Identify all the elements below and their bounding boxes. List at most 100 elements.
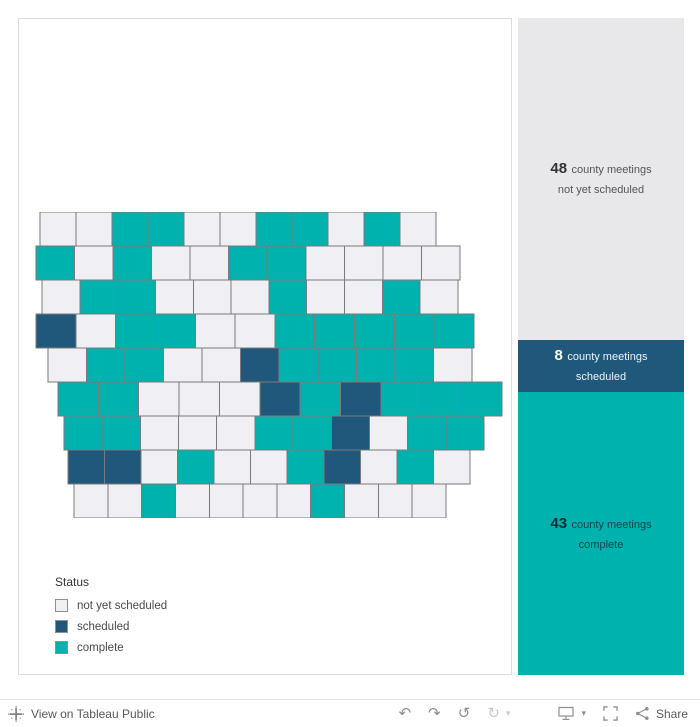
county-cell[interactable] — [79, 279, 119, 315]
county-cell[interactable] — [340, 381, 382, 417]
county-cell[interactable] — [344, 483, 379, 518]
county-cell[interactable] — [259, 381, 301, 417]
county-cell[interactable] — [124, 347, 165, 383]
tableau-logo-icon[interactable] — [8, 705, 24, 722]
county-cell[interactable] — [101, 415, 141, 451]
legend-item-not-yet-scheduled[interactable]: not yet scheduled — [55, 599, 167, 612]
county-cell[interactable] — [75, 212, 113, 247]
county-cell[interactable] — [433, 449, 471, 485]
county-cell[interactable] — [407, 415, 447, 451]
county-cell[interactable] — [274, 313, 316, 349]
legend-item-complete[interactable]: complete — [55, 641, 167, 654]
county-cell[interactable] — [330, 415, 370, 451]
county-cell[interactable] — [140, 449, 179, 485]
county-cell[interactable] — [354, 313, 395, 349]
county-cell[interactable] — [177, 449, 215, 485]
county-cell[interactable] — [219, 212, 257, 247]
county-cell[interactable] — [41, 279, 81, 315]
county-cell[interactable] — [216, 415, 256, 451]
county-cell[interactable] — [266, 245, 307, 281]
county-cell[interactable] — [67, 449, 105, 485]
county-cell[interactable] — [420, 381, 463, 417]
county-cell[interactable] — [219, 381, 261, 417]
county-cell[interactable] — [111, 212, 149, 247]
county-cell[interactable] — [138, 381, 180, 417]
county-cell[interactable] — [234, 313, 276, 349]
county-cell[interactable] — [355, 347, 396, 383]
legend-item-scheduled[interactable]: scheduled — [55, 620, 167, 633]
county-cell[interactable] — [344, 279, 383, 315]
county-cell[interactable] — [194, 313, 236, 349]
undo-icon[interactable]: ↶ — [398, 705, 412, 722]
county-cell[interactable] — [117, 279, 156, 315]
share-button[interactable]: Share — [635, 706, 688, 721]
chevron-down-icon[interactable]: ▾ — [505, 708, 511, 718]
county-cell[interactable] — [75, 313, 117, 349]
panel-complete[interactable]: 43 county meetings complete — [518, 392, 684, 675]
county-cell[interactable] — [291, 212, 329, 247]
county-cell[interactable] — [183, 212, 221, 247]
county-cell[interactable] — [74, 245, 114, 281]
county-cell[interactable] — [151, 245, 191, 281]
download-icon[interactable] — [558, 706, 575, 721]
county-cell[interactable] — [461, 381, 503, 417]
county-cell[interactable] — [255, 212, 293, 247]
county-cell[interactable] — [189, 245, 230, 281]
county-cell[interactable] — [175, 483, 210, 518]
county-cell[interactable] — [39, 212, 77, 247]
redo-icon[interactable]: ↷ — [428, 705, 441, 722]
county-cell[interactable] — [363, 212, 401, 247]
county-cell[interactable] — [399, 212, 437, 247]
county-cell[interactable] — [57, 381, 99, 417]
county-cell[interactable] — [155, 279, 194, 315]
refresh-icon[interactable]: ↻ — [487, 705, 500, 722]
county-cell[interactable] — [382, 245, 422, 281]
county-cell[interactable] — [317, 347, 357, 383]
county-cell[interactable] — [380, 381, 422, 417]
county-cell[interactable] — [35, 313, 77, 349]
view-on-tableau-link[interactable]: View on Tableau Public — [31, 706, 155, 721]
county-cell[interactable] — [327, 212, 365, 247]
county-cell[interactable] — [192, 279, 232, 315]
county-cell[interactable] — [242, 483, 278, 518]
county-cell[interactable] — [86, 347, 126, 383]
county-cell[interactable] — [228, 245, 268, 281]
county-cell[interactable] — [292, 415, 332, 451]
panel-not-yet-scheduled[interactable]: 48 county meetings not yet scheduled — [518, 18, 684, 340]
county-cell[interactable] — [369, 415, 409, 451]
county-cell[interactable] — [393, 313, 435, 349]
county-cell[interactable] — [73, 483, 109, 518]
county-cell[interactable] — [250, 449, 288, 485]
county-cell[interactable] — [419, 279, 459, 315]
county-cell[interactable] — [47, 347, 87, 383]
county-cell[interactable] — [115, 313, 156, 349]
county-cell[interactable] — [163, 347, 203, 383]
county-cell[interactable] — [35, 245, 75, 281]
county-cell[interactable] — [299, 381, 342, 417]
county-cell[interactable] — [97, 381, 140, 417]
county-cell[interactable] — [178, 415, 218, 451]
county-cell[interactable] — [254, 415, 294, 451]
county-cell[interactable] — [433, 313, 475, 349]
county-cell[interactable] — [139, 415, 180, 451]
county-cell[interactable] — [381, 279, 421, 315]
county-cell[interactable] — [240, 347, 280, 383]
panel-scheduled[interactable]: 8 county meetings scheduled — [518, 340, 684, 392]
county-cell[interactable] — [377, 483, 413, 518]
county-cell[interactable] — [63, 415, 103, 451]
county-cell[interactable] — [323, 449, 361, 485]
county-cell[interactable] — [359, 449, 398, 485]
county-cell[interactable] — [310, 483, 346, 518]
county-cell[interactable] — [208, 483, 244, 518]
revert-icon[interactable]: ↺ — [457, 705, 471, 722]
county-cell[interactable] — [155, 313, 196, 349]
county-cell[interactable] — [107, 483, 143, 518]
county-cell[interactable] — [278, 347, 319, 383]
county-cell[interactable] — [201, 347, 242, 383]
county-cell[interactable] — [421, 245, 461, 281]
county-cell[interactable] — [445, 415, 485, 451]
county-cell[interactable] — [178, 381, 221, 417]
county-cell[interactable] — [314, 313, 356, 349]
county-cell[interactable] — [230, 279, 270, 315]
chevron-down-icon[interactable]: ▾ — [581, 708, 586, 718]
